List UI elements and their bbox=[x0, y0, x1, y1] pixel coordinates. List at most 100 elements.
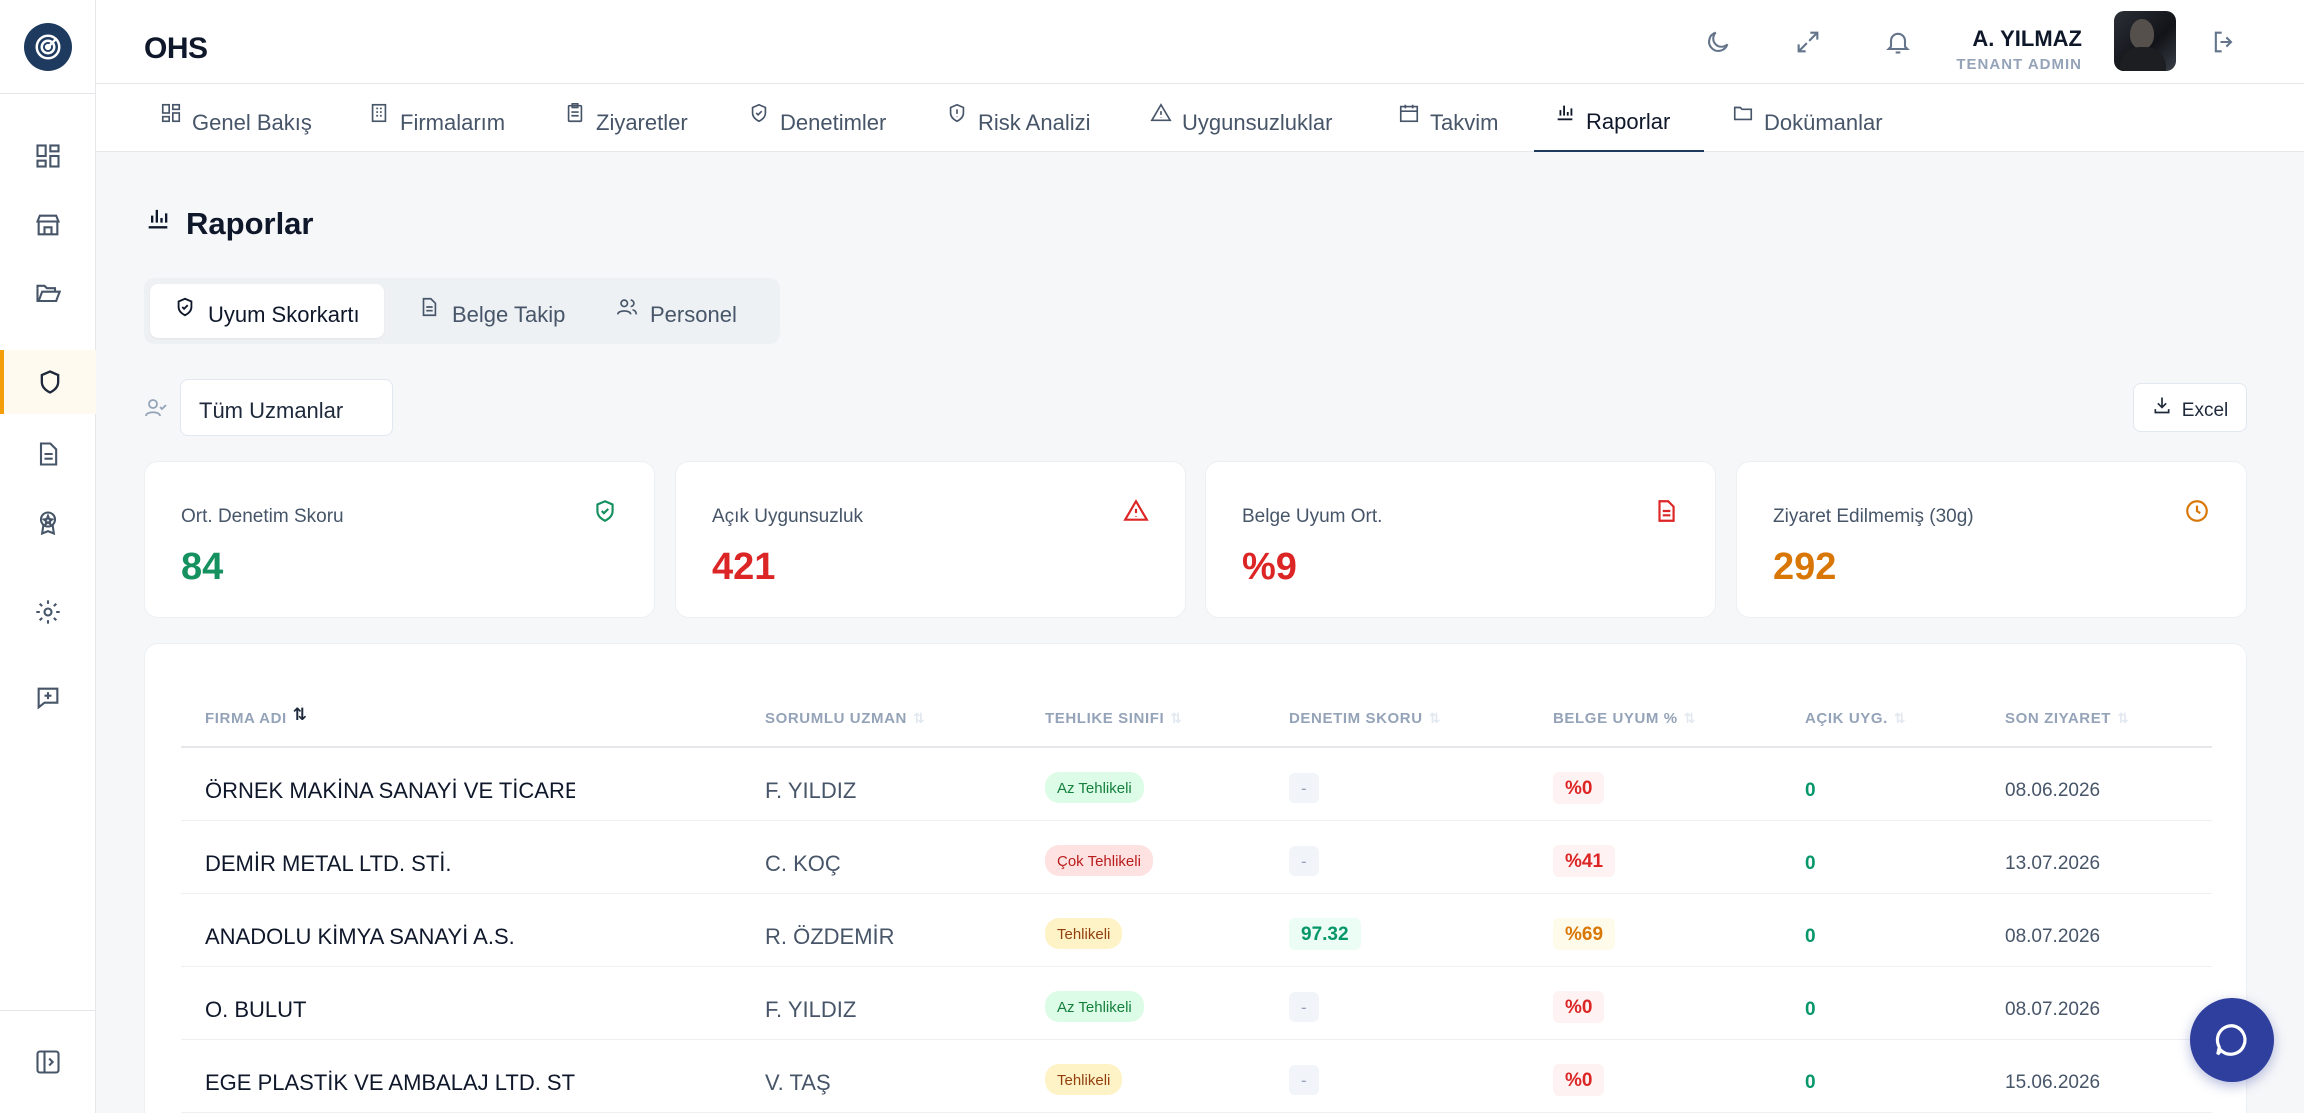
dashboard-icon bbox=[161, 103, 181, 123]
col-header-firma[interactable]: FIRMA ADI ⇅ bbox=[205, 704, 308, 728]
uzman-filter-select[interactable]: Tüm Uzmanlar bbox=[180, 379, 393, 436]
dashboard-icon bbox=[36, 144, 60, 168]
users-icon bbox=[617, 299, 637, 315]
download-icon bbox=[2154, 397, 2170, 413]
table-row[interactable]: DEMİR METAL LTD. STİ. C. KOÇ Çok Tehlike… bbox=[181, 821, 2212, 894]
sort-icon: ⇅ bbox=[912, 710, 926, 726]
sort-icon: ⇅ bbox=[1683, 710, 1697, 726]
tab-uygunsuzluklar[interactable]: Uygunsuzluklar bbox=[1144, 84, 1338, 152]
subtab-label: Personel bbox=[650, 302, 737, 327]
kpi-card-belge-uyum: Belge Uyum Ort. %9 bbox=[1205, 461, 1716, 618]
theme-toggle-button[interactable] bbox=[1700, 24, 1736, 60]
kpi-label: Belge Uyum Ort. bbox=[1242, 506, 1383, 527]
cell-son-ziyaret: 08.07.2026 bbox=[2005, 998, 2101, 1020]
main-nav: Genel Bakış Firmalarım Ziyaretler Deneti… bbox=[96, 84, 2304, 152]
cell-firma[interactable]: ANADOLU KİMYA SANAYİ A.S. bbox=[205, 923, 515, 949]
sidebar-item-settings[interactable] bbox=[0, 580, 96, 644]
sidebar-item-dashboard[interactable] bbox=[0, 124, 96, 188]
sidebar-collapse-button[interactable] bbox=[0, 1010, 96, 1113]
belge-pill: %0 bbox=[1553, 990, 1605, 1023]
score-pill: - bbox=[1289, 991, 1319, 1022]
cell-uzman: F. YILDIZ bbox=[765, 996, 857, 1022]
bell-icon bbox=[1886, 32, 1910, 54]
cell-firma[interactable]: EGE PLASTİK VE AMBALAJ LTD. STİ. bbox=[205, 1069, 575, 1095]
kpi-card-denetim-skoru: Ort. Denetim Skoru 84 bbox=[144, 461, 655, 618]
fullscreen-button[interactable] bbox=[1790, 24, 1826, 60]
brand-title: OHS bbox=[144, 32, 208, 65]
cell-firma[interactable]: DEMİR METAL LTD. STİ. bbox=[205, 850, 452, 876]
score-pill: - bbox=[1289, 772, 1319, 803]
col-header-acik[interactable]: AÇIK UYG. ⇅ bbox=[1805, 710, 1907, 727]
cell-son-ziyaret: 15.06.2026 bbox=[2005, 1071, 2101, 1093]
target-logo-icon bbox=[24, 22, 72, 71]
logout-icon bbox=[2214, 31, 2233, 53]
notifications-button[interactable] bbox=[1880, 24, 1916, 60]
col-header-son-ziyaret[interactable]: SON ZIYARET ⇅ bbox=[2005, 710, 2130, 727]
chat-button[interactable] bbox=[2190, 998, 2274, 1082]
cell-uzman: C. KOÇ bbox=[765, 850, 841, 876]
table-row[interactable]: EGE PLASTİK VE AMBALAJ LTD. STİ. V. TAŞ … bbox=[181, 1040, 2212, 1113]
hazard-badge: Tehlikeli bbox=[1045, 1064, 1123, 1095]
subtab-personel[interactable]: Personel bbox=[592, 284, 761, 338]
tab-takvim[interactable]: Takvim bbox=[1392, 84, 1504, 152]
cell-firma[interactable]: O. BULUT bbox=[205, 996, 307, 1022]
cell-acik: 0 bbox=[1805, 925, 1816, 947]
avatar[interactable] bbox=[2114, 11, 2176, 71]
page-title-text: Raporlar bbox=[186, 206, 314, 241]
tab-genel-bakis[interactable]: Genel Bakış bbox=[154, 84, 318, 152]
clipboard-icon bbox=[567, 103, 583, 123]
subtab-belge-takip[interactable]: Belge Takip bbox=[394, 284, 589, 338]
bar-chart-icon bbox=[148, 209, 168, 229]
table-row[interactable]: O. BULUT F. YILDIZ Az Tehlikeli - %0 0 0… bbox=[181, 967, 2212, 1040]
sidebar-item-security[interactable] bbox=[0, 350, 96, 414]
hazard-badge: Tehlikeli bbox=[1045, 918, 1123, 949]
cell-son-ziyaret: 08.07.2026 bbox=[2005, 925, 2101, 947]
kpi-label: Ort. Denetim Skoru bbox=[181, 506, 344, 527]
col-header-tehlike[interactable]: TEHLIKE SINIFI ⇅ bbox=[1045, 710, 1183, 727]
tab-label: Raporlar bbox=[1586, 109, 1671, 134]
kpi-label: Açık Uygunsuzluk bbox=[712, 506, 864, 527]
score-pill: - bbox=[1289, 845, 1319, 876]
tab-denetimler[interactable]: Denetimler bbox=[742, 84, 892, 152]
col-header-skor[interactable]: DENETIM SKORU ⇅ bbox=[1289, 710, 1441, 727]
sort-icon: ⇅ bbox=[2117, 710, 2130, 726]
tab-raporlar[interactable]: Raporlar bbox=[1534, 84, 1704, 152]
col-header-uzman[interactable]: SORUMLU UZMAN ⇅ bbox=[765, 710, 926, 727]
tab-label: Genel Bakış bbox=[192, 110, 312, 135]
sidebar-item-store[interactable] bbox=[0, 193, 96, 257]
sidebar-item-folders[interactable] bbox=[0, 262, 96, 326]
sidebar-item-awards[interactable] bbox=[0, 491, 96, 555]
table-row[interactable]: ANADOLU KİMYA SANAYİ A.S. R. ÖZDEMİR Teh… bbox=[181, 894, 2212, 967]
message-plus-icon bbox=[37, 687, 59, 710]
table-row[interactable]: ÖRNEK MAKİNA SANAYİ VE TİCARET A.Ş. F. Y… bbox=[181, 748, 2212, 821]
hazard-badge: Çok Tehlikeli bbox=[1045, 845, 1153, 876]
kpi-card-acik-uygunsuzluk: Açık Uygunsuzluk 421 bbox=[675, 461, 1186, 618]
kpi-value: 421 bbox=[712, 546, 776, 588]
warning-icon bbox=[1123, 499, 1149, 521]
cell-acik: 0 bbox=[1805, 998, 1816, 1020]
tab-dokumanlar[interactable]: Dokümanlar bbox=[1726, 84, 1889, 152]
belge-pill: %41 bbox=[1553, 844, 1616, 877]
cell-firma[interactable]: ÖRNEK MAKİNA SANAYİ VE TİCARET A.Ş. bbox=[205, 777, 575, 803]
logout-button[interactable] bbox=[2206, 24, 2242, 60]
excel-export-button[interactable]: Excel bbox=[2133, 383, 2247, 432]
tab-firmalarim[interactable]: Firmalarım bbox=[362, 84, 511, 152]
building-icon bbox=[371, 103, 387, 123]
document-icon bbox=[39, 442, 58, 466]
col-header-belge[interactable]: BELGE UYUM % ⇅ bbox=[1553, 710, 1697, 727]
expand-icon bbox=[1797, 31, 1819, 53]
subtab-uyum-skorkarti[interactable]: Uyum Skorkartı bbox=[150, 284, 384, 338]
sidebar-item-feedback[interactable] bbox=[0, 666, 96, 730]
tab-ziyaretler[interactable]: Ziyaretler bbox=[558, 84, 694, 152]
sidebar bbox=[0, 0, 96, 1113]
cell-acik: 0 bbox=[1805, 852, 1816, 874]
cell-son-ziyaret: 08.06.2026 bbox=[2005, 779, 2101, 801]
tab-label: Takvim bbox=[1430, 110, 1499, 135]
sidebar-item-documents[interactable] bbox=[0, 422, 96, 486]
tab-label: Denetimler bbox=[780, 110, 887, 135]
tab-risk-analizi[interactable]: Risk Analizi bbox=[940, 84, 1096, 152]
app-logo[interactable] bbox=[0, 0, 96, 94]
cell-acik: 0 bbox=[1805, 1071, 1816, 1093]
score-pill: - bbox=[1289, 1064, 1319, 1095]
kpi-value: 292 bbox=[1773, 546, 1837, 588]
